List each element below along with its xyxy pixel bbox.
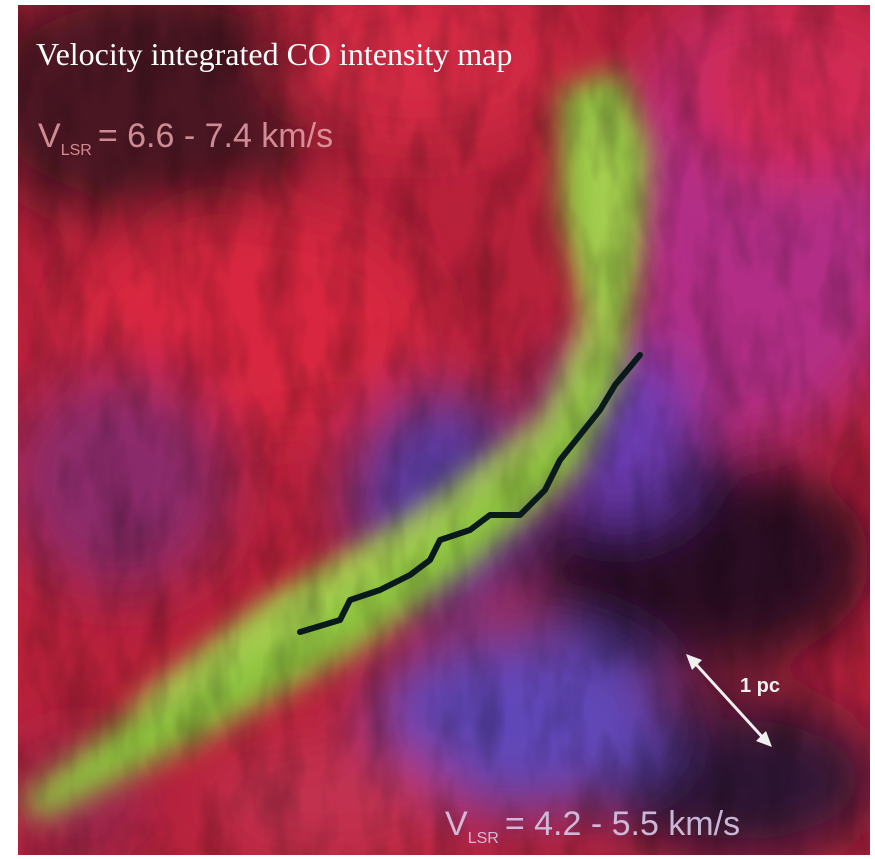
label-range: = 6.6 - 7.4 km/s <box>98 117 333 155</box>
page: Velocity integrated CO intensity map VLS… <box>0 0 875 859</box>
label-range: = 4.2 - 5.5 km/s <box>505 805 740 843</box>
label-symbol: V <box>38 117 61 155</box>
label-subscript: LSR <box>468 830 499 847</box>
label-subscript: LSR <box>61 142 92 159</box>
map-title: Velocity integrated CO intensity map <box>36 36 512 72</box>
scale-label: 1 pc <box>740 675 780 697</box>
label-symbol: V <box>445 805 468 843</box>
co-map-figure: Velocity integrated CO intensity map VLS… <box>0 0 875 859</box>
